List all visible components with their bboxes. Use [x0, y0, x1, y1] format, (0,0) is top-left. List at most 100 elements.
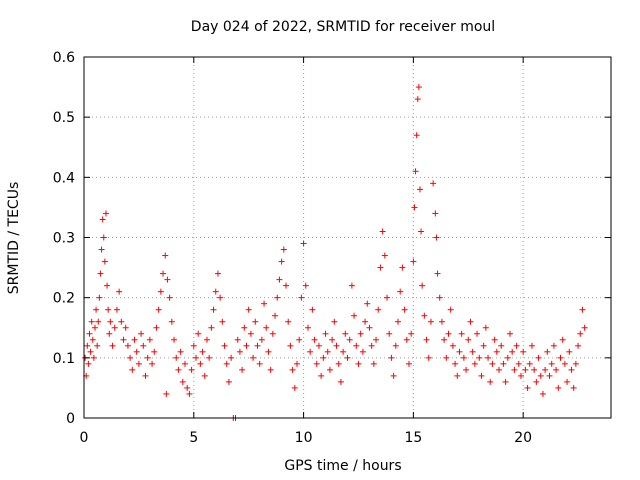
data-point: [267, 366, 274, 373]
data-point: [203, 336, 210, 343]
data-point: [146, 336, 153, 343]
data-point: [300, 240, 307, 247]
data-point: [333, 342, 340, 349]
data-point: [118, 318, 125, 325]
y-axis-label: SRMTID / TECUs: [6, 182, 22, 295]
data-point: [524, 384, 531, 391]
data-point: [493, 348, 500, 355]
data-point: [445, 330, 452, 337]
data-point: [175, 366, 182, 373]
data-point: [487, 378, 494, 385]
data-point: [581, 324, 588, 331]
data-point: [309, 306, 316, 313]
chart-title: Day 024 of 2022, SRMTID for receiver mou…: [191, 19, 495, 35]
data-point: [182, 360, 189, 367]
data-point: [546, 372, 553, 379]
data-point: [265, 348, 272, 355]
data-point: [84, 342, 91, 349]
data-point: [526, 360, 533, 367]
data-point: [465, 336, 472, 343]
data-point: [539, 390, 546, 397]
data-point: [436, 294, 443, 301]
data-point: [99, 216, 106, 223]
data-point: [414, 96, 421, 103]
axis-ticks: 0 0.1 0.2 0.3 0.4 0.5 0.6 0 5 10 15 20: [53, 50, 611, 446]
data-point: [291, 384, 298, 391]
data-point: [335, 360, 342, 367]
data-point: [107, 318, 114, 325]
data-point: [184, 384, 191, 391]
data-point: [542, 366, 549, 373]
data-point: [113, 306, 120, 313]
data-point: [95, 318, 102, 325]
data-point: [133, 348, 140, 355]
data-point: [537, 372, 544, 379]
data-point: [460, 354, 467, 361]
data-point: [572, 360, 579, 367]
data-point: [373, 336, 380, 343]
data-point: [456, 348, 463, 355]
data-point: [97, 270, 104, 277]
data-point: [517, 372, 524, 379]
data-point: [366, 324, 373, 331]
data-point: [491, 336, 498, 343]
data-point: [254, 342, 261, 349]
data-point: [105, 306, 112, 313]
data-point: [164, 276, 171, 283]
data-point: [379, 228, 386, 235]
data-point: [337, 378, 344, 385]
data-point: [225, 378, 232, 385]
x-tick-label: 10: [295, 430, 313, 446]
data-point: [403, 336, 410, 343]
data-point: [214, 270, 221, 277]
data-point: [388, 354, 395, 361]
data-point: [283, 282, 290, 289]
data-point: [234, 336, 241, 343]
data-point: [531, 366, 538, 373]
data-point: [206, 354, 213, 361]
data-point: [186, 390, 193, 397]
data-point: [280, 246, 287, 253]
data-point: [326, 366, 333, 373]
data-point: [423, 336, 430, 343]
data-point: [104, 282, 111, 289]
data-point: [322, 330, 329, 337]
data-point: [315, 342, 322, 349]
data-point: [111, 324, 118, 331]
data-point: [351, 312, 358, 319]
data-point: [160, 270, 167, 277]
data-point: [410, 258, 417, 265]
data-point: [221, 342, 228, 349]
data-point: [412, 168, 419, 175]
data-point: [201, 372, 208, 379]
data-point: [575, 342, 582, 349]
data-point: [557, 354, 564, 361]
data-point: [313, 360, 320, 367]
data-point: [568, 366, 575, 373]
data-point: [564, 378, 571, 385]
data-point: [106, 330, 113, 337]
data-point: [102, 210, 109, 217]
data-point: [553, 366, 560, 373]
data-point: [149, 360, 156, 367]
data-point: [496, 366, 503, 373]
data-point: [467, 318, 474, 325]
data-point: [401, 306, 408, 313]
data-point: [458, 330, 465, 337]
data-point: [454, 372, 461, 379]
data-point: [348, 282, 355, 289]
data-point: [98, 246, 105, 253]
data-point: [151, 348, 158, 355]
data-point: [331, 318, 338, 325]
data-point: [559, 336, 566, 343]
data-point: [272, 312, 279, 319]
data-point: [129, 366, 136, 373]
data-point: [392, 342, 399, 349]
data-point: [179, 378, 186, 385]
data-point: [489, 360, 496, 367]
data-point: [131, 336, 138, 343]
data-point: [223, 360, 230, 367]
data-point: [478, 372, 485, 379]
data-point: [302, 282, 309, 289]
data-point: [418, 228, 425, 235]
